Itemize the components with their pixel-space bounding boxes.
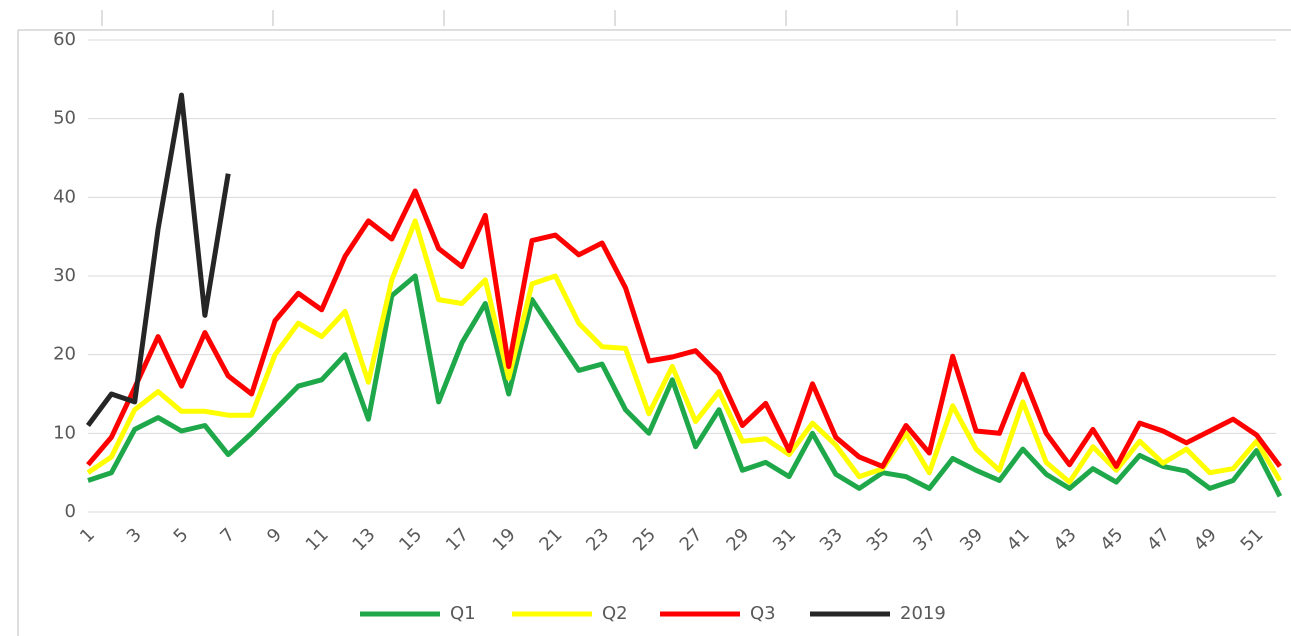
x-tick-label: 11 xyxy=(302,524,333,555)
x-tick-label: 41 xyxy=(1003,524,1034,555)
x-tick-label: 51 xyxy=(1237,524,1268,555)
series-line xyxy=(85,92,231,427)
x-tick-label: 23 xyxy=(582,524,613,555)
x-tick-label: 29 xyxy=(722,524,753,555)
x-tick-label: 25 xyxy=(629,524,660,555)
x-tick-label: 49 xyxy=(1190,524,1221,555)
y-tick-label: 40 xyxy=(53,186,76,207)
x-tick-label: 43 xyxy=(1050,524,1081,555)
y-tick-label: 60 xyxy=(53,29,76,50)
x-tick-label: 33 xyxy=(816,524,847,555)
x-tick-label: 13 xyxy=(348,524,379,555)
x-tick-label: 15 xyxy=(395,524,426,555)
x-tick-label: 19 xyxy=(489,524,520,555)
y-tick-label: 30 xyxy=(53,265,76,286)
x-tick-label: 47 xyxy=(1143,524,1174,555)
x-tick-label: 5 xyxy=(170,524,193,547)
x-tick-label: 37 xyxy=(909,524,940,555)
x-tick-label: 21 xyxy=(535,524,566,555)
y-tick-label: 50 xyxy=(53,108,76,129)
x-tick-label: 9 xyxy=(263,524,286,547)
y-tick-label: 0 xyxy=(65,501,76,522)
x-tick-label: 7 xyxy=(216,524,239,547)
legend-label: Q2 xyxy=(602,603,628,624)
x-tick-label: 45 xyxy=(1096,524,1127,555)
x-tick-label: 3 xyxy=(123,524,146,547)
x-tick-label: 27 xyxy=(676,524,707,555)
series-line xyxy=(86,188,1282,469)
sheet-decoration xyxy=(17,10,1291,636)
legend-label: Q3 xyxy=(750,603,776,624)
y-tick-label: 10 xyxy=(53,422,76,443)
series-line xyxy=(86,218,1283,485)
x-tick-label: 31 xyxy=(769,524,800,555)
x-tick-label: 39 xyxy=(956,524,987,555)
x-tick-label: 17 xyxy=(442,524,473,555)
legend-label: Q1 xyxy=(450,603,476,624)
x-tick-label: 35 xyxy=(863,524,894,555)
x-tick-label: 1 xyxy=(76,524,99,547)
series-line xyxy=(87,273,1283,498)
y-tick-label: 20 xyxy=(53,344,76,365)
legend-label: 2019 xyxy=(900,603,946,624)
